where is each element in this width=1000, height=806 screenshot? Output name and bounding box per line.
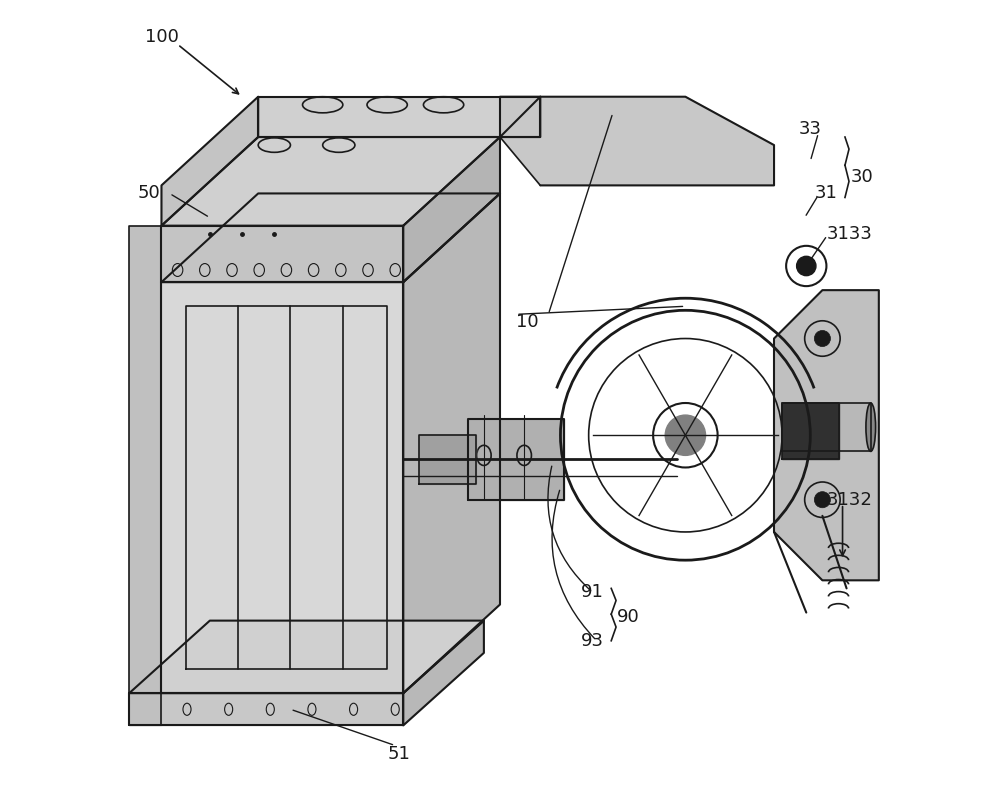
Polygon shape (403, 193, 500, 693)
Text: 10: 10 (516, 314, 539, 331)
Polygon shape (129, 621, 484, 693)
Polygon shape (782, 403, 871, 451)
Polygon shape (161, 137, 500, 226)
Text: 30: 30 (851, 168, 873, 186)
Circle shape (797, 256, 816, 276)
Polygon shape (468, 419, 564, 500)
Polygon shape (161, 193, 500, 282)
Polygon shape (782, 403, 839, 459)
Polygon shape (129, 693, 403, 725)
Text: 33: 33 (798, 120, 821, 138)
Polygon shape (500, 97, 774, 185)
Circle shape (814, 492, 830, 508)
Circle shape (814, 330, 830, 347)
Text: 3133: 3133 (826, 225, 872, 243)
Text: 100: 100 (145, 28, 179, 46)
Ellipse shape (866, 403, 876, 451)
Text: 90: 90 (617, 608, 640, 625)
Text: 50: 50 (137, 185, 160, 202)
Polygon shape (403, 621, 484, 725)
Text: 91: 91 (581, 584, 603, 601)
Polygon shape (500, 97, 540, 137)
Text: 3132: 3132 (826, 491, 872, 509)
Circle shape (665, 415, 706, 455)
Polygon shape (161, 282, 403, 693)
Text: 93: 93 (581, 632, 604, 650)
Polygon shape (774, 290, 879, 580)
Polygon shape (161, 226, 403, 282)
Polygon shape (161, 97, 258, 226)
Polygon shape (419, 435, 476, 484)
Polygon shape (258, 97, 540, 137)
Polygon shape (129, 226, 161, 725)
Text: 31: 31 (814, 185, 837, 202)
Polygon shape (403, 137, 500, 282)
Text: 51: 51 (387, 745, 410, 762)
